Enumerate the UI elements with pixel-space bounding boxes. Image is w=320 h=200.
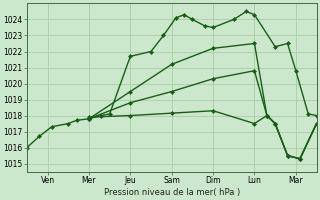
X-axis label: Pression niveau de la mer( hPa ): Pression niveau de la mer( hPa ) (104, 188, 240, 197)
